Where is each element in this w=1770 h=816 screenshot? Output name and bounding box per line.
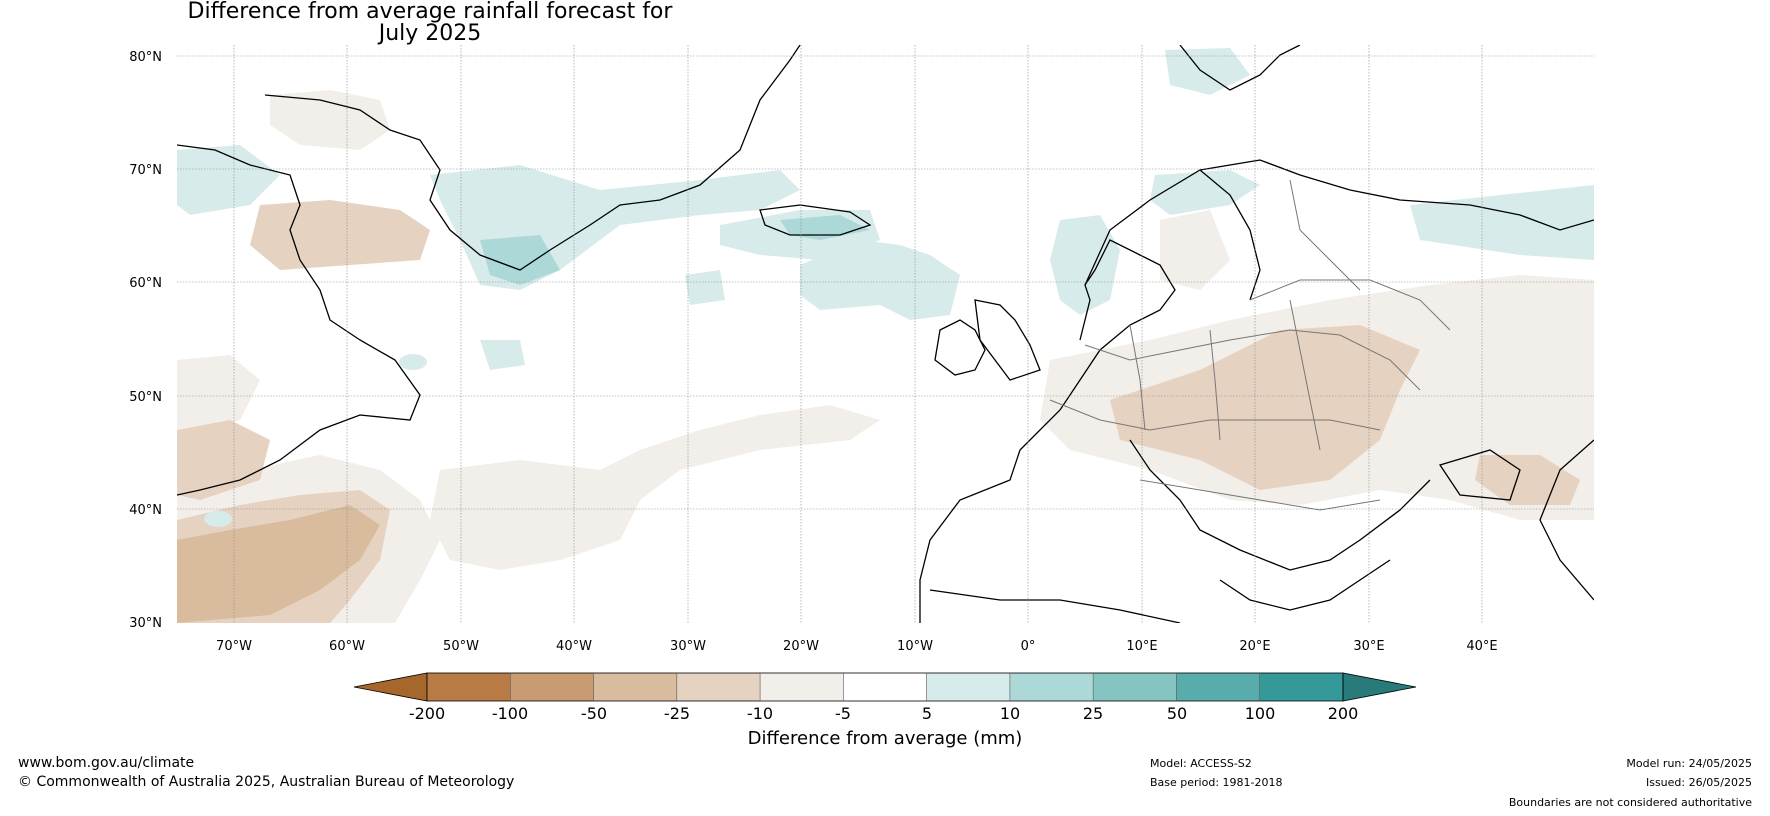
latitude-labels: 80°N 70°N 60°N 50°N 40°N 30°N — [129, 50, 162, 631]
colorbar-segment — [1259, 673, 1344, 701]
colorbar-segment — [427, 673, 511, 701]
colorbar-tick-label: 25 — [1083, 704, 1103, 723]
lon-label: 0° — [1021, 639, 1036, 654]
lon-label: 30°W — [670, 639, 706, 654]
copyright-notice: © Commonwealth of Australia 2025, Austra… — [18, 774, 515, 790]
lat-label: 80°N — [129, 50, 162, 65]
lat-label: 60°N — [129, 276, 162, 291]
colorbar-tick-label: 10 — [1000, 704, 1020, 723]
colorbar-tick-label: -5 — [835, 704, 851, 723]
website-url: www.bom.gov.au/climate — [18, 755, 195, 771]
map-plot-area — [177, 45, 1594, 623]
colorbar-tick-label: -10 — [747, 704, 773, 723]
lat-label: 50°N — [129, 390, 162, 405]
map-title-line2: July 2025 — [378, 21, 482, 46]
colorbar-tick-label: -200 — [409, 704, 445, 723]
lon-label: 60°W — [329, 639, 365, 654]
lon-label: 20°E — [1239, 639, 1270, 654]
colorbar-extension-high — [1342, 672, 1417, 702]
country-boundaries — [1049, 179, 1451, 511]
colorbar-tick-label: 5 — [922, 704, 932, 723]
colorbar-segment — [760, 673, 844, 701]
colorbar-segment — [510, 673, 595, 701]
longitude-labels: 70°W 60°W 50°W 40°W 30°W 20°W 10°W 0° 10… — [216, 639, 1498, 654]
dry-anomaly-regions — [177, 90, 1594, 623]
colorbar-label: Difference from average (mm) — [748, 728, 1023, 749]
colorbar-frame — [426, 672, 1344, 702]
lon-label: 10°E — [1126, 639, 1157, 654]
lon-label: 30°E — [1353, 639, 1384, 654]
issued-date: Issued: 26/05/2025 — [1645, 776, 1752, 789]
colorbar-segment — [926, 673, 1011, 701]
colorbar-extension-low — [353, 672, 428, 702]
colorbar-segment — [1176, 673, 1261, 701]
colorbar-ticks: -200 -100 -50 -25 -10 -5 5 10 25 50 100 … — [409, 704, 1358, 723]
colorbar-segment — [1093, 673, 1177, 701]
colorbar-tick-label: -100 — [492, 704, 528, 723]
colorbar-segment — [593, 673, 678, 701]
lon-label: 50°W — [443, 639, 479, 654]
lat-label: 70°N — [129, 163, 162, 178]
lat-label: 30°N — [129, 616, 162, 631]
lat-label: 40°N — [129, 503, 162, 518]
base-period: Base period: 1981-2018 — [1150, 776, 1283, 789]
lon-label: 70°W — [216, 639, 252, 654]
graticule — [177, 45, 1594, 623]
lon-label: 40°E — [1466, 639, 1497, 654]
colorbar-segment — [676, 673, 761, 701]
colorbar-tick-label: 100 — [1245, 704, 1276, 723]
colorbar-tick-label: 200 — [1328, 704, 1359, 723]
model-run-date: Model run: 24/05/2025 — [1626, 757, 1752, 770]
colorbar-segment — [843, 673, 928, 701]
colorbar — [353, 672, 1417, 702]
boundaries-disclaimer: Boundaries are not considered authoritat… — [1508, 796, 1752, 809]
lon-label: 10°W — [897, 639, 933, 654]
map-title-line1: Difference from average rainfall forecas… — [187, 0, 673, 24]
colorbar-tick-label: 50 — [1167, 704, 1187, 723]
colorbar-tick-label: -50 — [581, 704, 607, 723]
model-name: Model: ACCESS-S2 — [1150, 757, 1252, 770]
lon-label: 40°W — [556, 639, 592, 654]
colorbar-tick-label: -25 — [664, 704, 690, 723]
lon-label: 20°W — [783, 639, 819, 654]
coastlines — [177, 45, 1594, 623]
colorbar-segment — [1009, 673, 1094, 701]
